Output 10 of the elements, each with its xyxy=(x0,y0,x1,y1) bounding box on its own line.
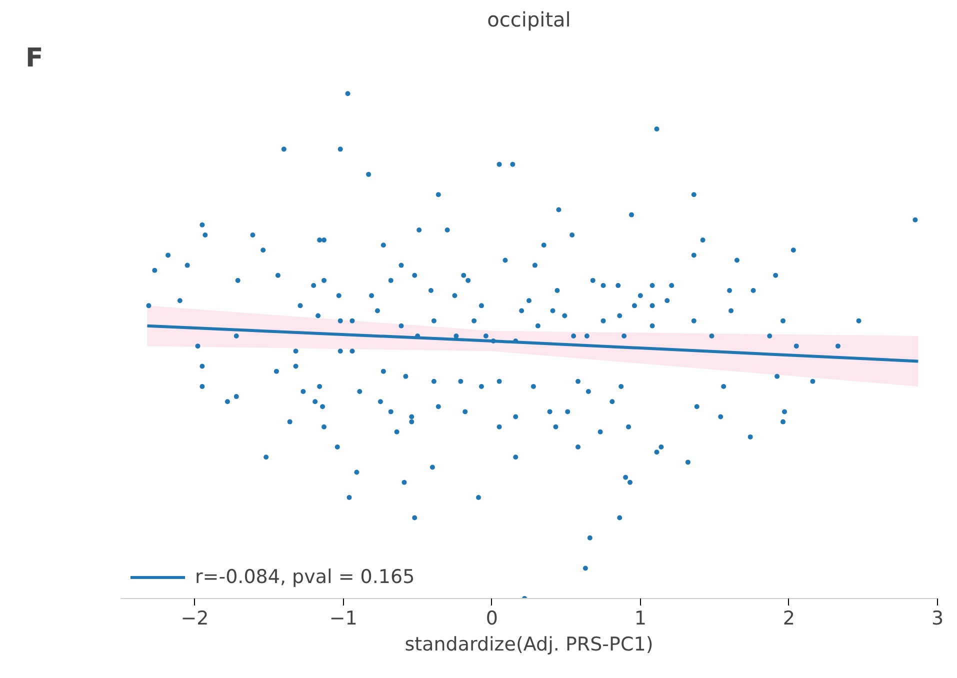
x-tick-label: 1 xyxy=(634,608,646,630)
chart-title: occipital xyxy=(487,8,571,32)
x-axis-title: standardize(Adj. PRS-PC1) xyxy=(404,634,654,656)
legend-label: r=-0.084, pval = 0.165 xyxy=(195,566,415,588)
x-tick-label: 3 xyxy=(931,608,944,630)
x-tick-label: −1 xyxy=(329,608,358,630)
x-tick-label: 0 xyxy=(486,608,498,630)
x-tick-label: −2 xyxy=(180,608,209,630)
x-tick-label: 2 xyxy=(782,608,796,630)
text: F xyxy=(26,44,44,74)
